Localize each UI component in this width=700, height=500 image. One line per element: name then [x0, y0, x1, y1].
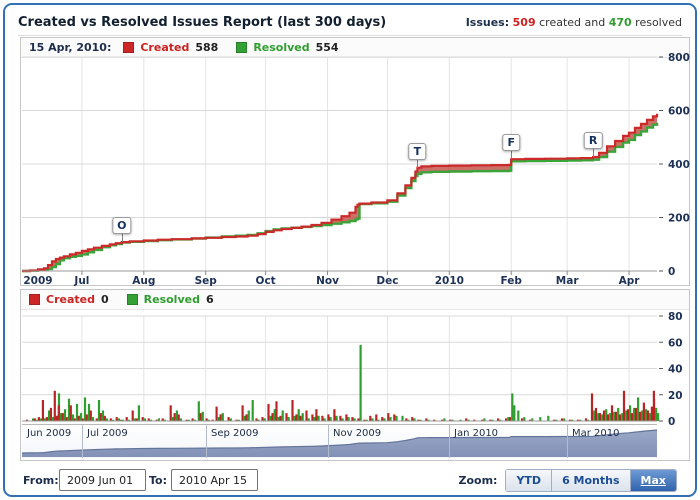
issues-summary: Issues: 509 created and 470 resolved	[466, 16, 682, 29]
navigator-label: Jul 2009	[87, 428, 128, 439]
zoom-ytd-button[interactable]: YTD	[506, 470, 553, 491]
resolved-swatch-icon	[126, 294, 138, 305]
svg-text:0: 0	[668, 416, 675, 428]
cumulative-chart-legend: 15 Apr, 2010: Created 588 Resolved 554	[21, 38, 689, 58]
from-date-input[interactable]	[59, 469, 146, 491]
daily-resolved-legend-label: Resolved	[143, 293, 200, 306]
flag-marker-R[interactable]: R	[583, 132, 603, 150]
navigator-divider	[206, 425, 207, 458]
daily-chart-box: Created 0 Resolved 6 0 20 40 60 80 Jun 2009 J…	[20, 289, 690, 461]
report-header: Created vs Resolved Issues Report (last …	[18, 10, 682, 36]
daily-bars-plot[interactable]: 0 20 40 60 80	[21, 308, 687, 428]
navigator-label: Mar 2010	[572, 428, 620, 439]
daily-chart-legend: Created 0 Resolved 6	[21, 290, 689, 310]
svg-text:Apr: Apr	[619, 275, 641, 287]
navigator-divider	[449, 425, 450, 458]
resolved-legend-label: Resolved	[253, 41, 310, 54]
legend-date: 15 Apr, 2010:	[29, 41, 112, 54]
svg-text:0: 0	[668, 266, 675, 278]
timeline-navigator[interactable]: Jun 2009 Jul 2009 Sep 2009 Nov 2009 Jan 2010…	[22, 424, 657, 458]
issues-created-count: 509	[512, 16, 536, 29]
flag-marker-O[interactable]: O	[112, 217, 132, 235]
svg-text:Oct: Oct	[256, 275, 276, 287]
navigator-divider	[567, 425, 568, 458]
to-label: To:	[149, 474, 167, 487]
svg-text:Aug: Aug	[132, 275, 155, 287]
issues-summary-label: Issues:	[465, 16, 510, 29]
resolved-legend-value: 554	[315, 41, 339, 54]
navigator-divider	[82, 425, 83, 458]
flag-stem	[511, 151, 513, 160]
zoom-controls: Zoom: YTD 6 Months Max	[458, 469, 677, 492]
cumulative-chart-plot[interactable]: 0 200 400 600 800 2009 Jul Aug Sep Oct Nov Dec 2010 F…	[21, 52, 690, 287]
svg-text:Mar: Mar	[556, 275, 580, 287]
flag-stem	[417, 159, 419, 168]
flag-marker-F[interactable]: F	[502, 134, 520, 152]
svg-text:800: 800	[668, 52, 690, 64]
daily-created-legend-value: 0	[100, 293, 109, 306]
svg-text:20: 20	[668, 390, 683, 402]
svg-text:Nov: Nov	[316, 275, 339, 287]
from-label: From:	[23, 474, 59, 487]
navigator-label: Jan 2010	[454, 428, 499, 439]
issues-resolved-count: 470	[608, 16, 632, 29]
issues-summary-end: resolved	[635, 16, 682, 29]
zoom-6months-button[interactable]: 6 Months	[552, 470, 631, 491]
issues-summary-mid: created and	[539, 16, 606, 29]
svg-text:60: 60	[668, 337, 683, 349]
zoom-label: Zoom:	[458, 474, 498, 487]
zoom-max-button[interactable]: Max	[630, 470, 676, 491]
svg-text:2009: 2009	[23, 275, 52, 287]
to-date-input[interactable]	[171, 469, 258, 491]
svg-text:Sep: Sep	[195, 275, 218, 287]
svg-text:600: 600	[668, 106, 690, 118]
svg-text:200: 200	[668, 213, 690, 225]
created-legend-label: Created	[140, 41, 190, 54]
cumulative-chart-box: 15 Apr, 2010: Created 588 Resolved 554 0…	[20, 37, 690, 287]
svg-text:40: 40	[668, 364, 683, 376]
flag-stem	[121, 234, 123, 243]
navigator-label: Jun 2009	[27, 428, 72, 439]
zoom-button-group: YTD 6 Months Max	[505, 469, 677, 492]
navigator-divider	[328, 425, 329, 458]
range-controls: From: To: Zoom: YTD 6 Months Max	[21, 469, 679, 493]
navigator-area[interactable]	[22, 425, 657, 458]
navigator-label: Nov 2009	[333, 428, 382, 439]
daily-created-legend-label: Created	[46, 293, 95, 306]
navigator-label: Sep 2009	[211, 428, 259, 439]
flag-stem	[593, 149, 595, 158]
svg-text:400: 400	[668, 159, 690, 171]
resolved-swatch-icon	[236, 42, 248, 53]
created-swatch-icon	[123, 42, 135, 53]
flag-marker-T[interactable]: T	[408, 142, 427, 160]
svg-text:2010: 2010	[435, 275, 464, 287]
daily-resolved-legend-value: 6	[205, 293, 214, 306]
created-swatch-icon	[29, 294, 40, 305]
svg-text:Dec: Dec	[376, 275, 398, 287]
report-panel: Created vs Resolved Issues Report (last …	[3, 3, 697, 497]
page-title: Created vs Resolved Issues Report (last …	[18, 15, 387, 30]
created-legend-value: 588	[195, 41, 219, 54]
svg-text:Jul: Jul	[73, 275, 89, 287]
svg-text:80: 80	[668, 311, 683, 323]
svg-text:Feb: Feb	[501, 275, 523, 287]
